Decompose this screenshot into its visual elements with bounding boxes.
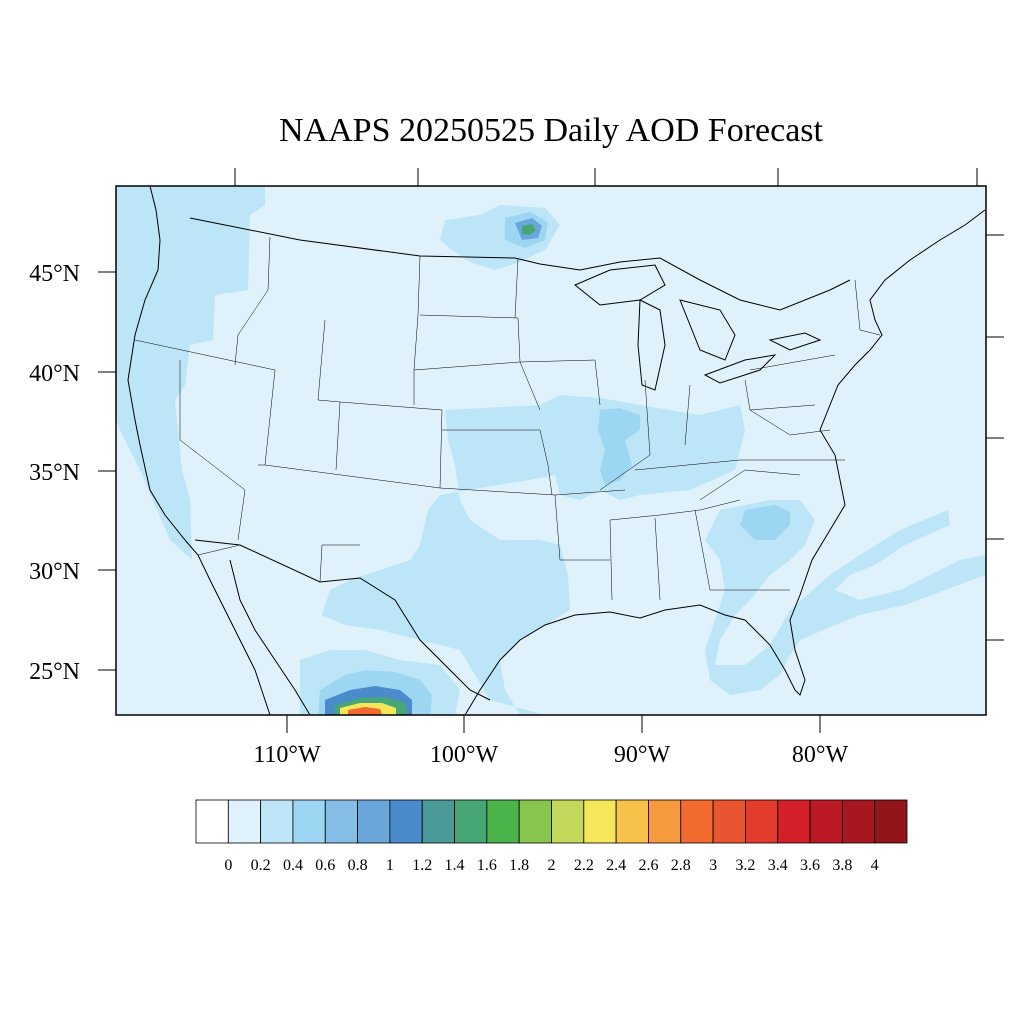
- lake-superior: [574, 264, 666, 306]
- aod-region-southeast: [705, 500, 985, 695]
- colorbar-swatch: [324, 799, 358, 844]
- colorbar-tick-label: 1.2: [412, 857, 432, 874]
- lake-erie: [703, 354, 777, 384]
- colorbar-tick-label: 2: [548, 857, 556, 874]
- map-title: NAAPS 20250525 Daily AOD Forecast: [279, 112, 824, 149]
- aod-region-mexico-max: [348, 707, 382, 715]
- lake-michigan: [637, 299, 666, 391]
- colorbar-tick-label: 3.2: [735, 857, 755, 874]
- lake-ontario: [768, 332, 822, 351]
- aod-region-ohio-valley: [598, 408, 640, 485]
- coastline-gulf-california: [229, 559, 311, 715]
- colorbar-swatch: [745, 799, 779, 844]
- map-panel: [116, 186, 986, 715]
- aod-region-central: [322, 395, 745, 715]
- colorbar-swatch: [518, 799, 552, 844]
- colorbar-tick-label: 0.8: [348, 857, 368, 874]
- coastline-pacific: [127, 186, 271, 715]
- colorbar-tick-label: 4: [871, 857, 879, 874]
- colorbar-swatch: [874, 799, 908, 844]
- colorbar-swatch: [777, 799, 811, 844]
- colorbar-swatch: [421, 799, 455, 844]
- colorbar-tick-label: 1.8: [509, 857, 529, 874]
- colorbar-tick-label: 3: [709, 857, 717, 874]
- boundaries: [127, 186, 986, 715]
- colorbar-tick-label: 3.4: [768, 857, 788, 874]
- colorbar-swatch: [195, 799, 229, 844]
- border-canada: [189, 217, 851, 311]
- longitude-labels: 110°W 100°W 90°W 80°W: [253, 742, 848, 768]
- map-frame: [115, 185, 987, 716]
- right-ticks: [986, 234, 1004, 641]
- colorbar-swatch: [680, 799, 714, 844]
- latitude-labels: 45°N 40°N 35°N 30°N 25°N: [29, 261, 80, 685]
- colorbar-tick-label: 0.4: [283, 857, 303, 874]
- colorbar-tick-label: 3.8: [832, 857, 852, 874]
- lake-huron: [679, 299, 736, 361]
- colorbar-swatch: [454, 799, 488, 844]
- colorbar-tick-label: 0.6: [315, 857, 335, 874]
- lon-label: 80°W: [792, 742, 849, 768]
- lat-label: 25°N: [29, 659, 80, 685]
- colorbar-swatch: [486, 799, 520, 844]
- colorbar-tick-label: 0: [224, 857, 232, 874]
- colorbar-swatch: [712, 799, 746, 844]
- colorbar-tick-label: 2.6: [638, 857, 658, 874]
- state-lines: [134, 236, 881, 601]
- colorbar-swatch: [648, 799, 682, 844]
- lon-label: 110°W: [253, 742, 321, 768]
- lat-label: 35°N: [29, 460, 80, 486]
- lat-label: 40°N: [29, 361, 80, 387]
- colorbar-swatch: [551, 799, 585, 844]
- colorbar-swatch: [583, 799, 617, 844]
- left-ticks: [98, 271, 116, 671]
- colorbar-tick-label: 0.2: [251, 857, 271, 874]
- colorbar-tick-label: 1: [386, 857, 394, 874]
- colorbar-swatch: [389, 799, 423, 844]
- colorbar-tick-label: 1.6: [477, 857, 497, 874]
- aod-shading: [116, 186, 985, 715]
- colorbar-tick-label: 2.8: [671, 857, 691, 874]
- colorbar-tick-label: 1.4: [445, 857, 465, 874]
- aod-region-lake-superior-peak: [522, 224, 536, 235]
- colorbar-tick-label: 2.2: [574, 857, 594, 874]
- colorbar-tick-label: 2.4: [606, 857, 626, 874]
- colorbar-swatch: [809, 799, 843, 844]
- colorbar: [195, 799, 908, 844]
- bottom-ticks: [286, 715, 821, 733]
- colorbar-swatch: [357, 799, 391, 844]
- top-ticks: [234, 168, 978, 186]
- colorbar-swatch: [227, 799, 262, 844]
- colorbar-swatch: [260, 799, 294, 844]
- colorbar-labels: 0 0.2 0.4 0.6 0.8 1 1.2 1.4 1.6 1.8 2 2.2 2.4 2.6 2.8 3…: [224, 857, 878, 874]
- border-mexico: [194, 539, 491, 701]
- lat-label: 45°N: [29, 261, 80, 287]
- aod-region-carolina: [740, 505, 790, 540]
- lon-label: 90°W: [614, 742, 671, 768]
- colorbar-swatch: [841, 799, 876, 844]
- lon-label: 100°W: [430, 742, 499, 768]
- colorbar-tick-label: 3.6: [800, 857, 820, 874]
- colorbar-swatch: [292, 799, 326, 844]
- aod-region-westcoast: [116, 186, 265, 560]
- colorbar-swatch: [615, 799, 649, 844]
- lat-label: 30°N: [29, 559, 80, 585]
- coastline-gulf: [464, 209, 986, 715]
